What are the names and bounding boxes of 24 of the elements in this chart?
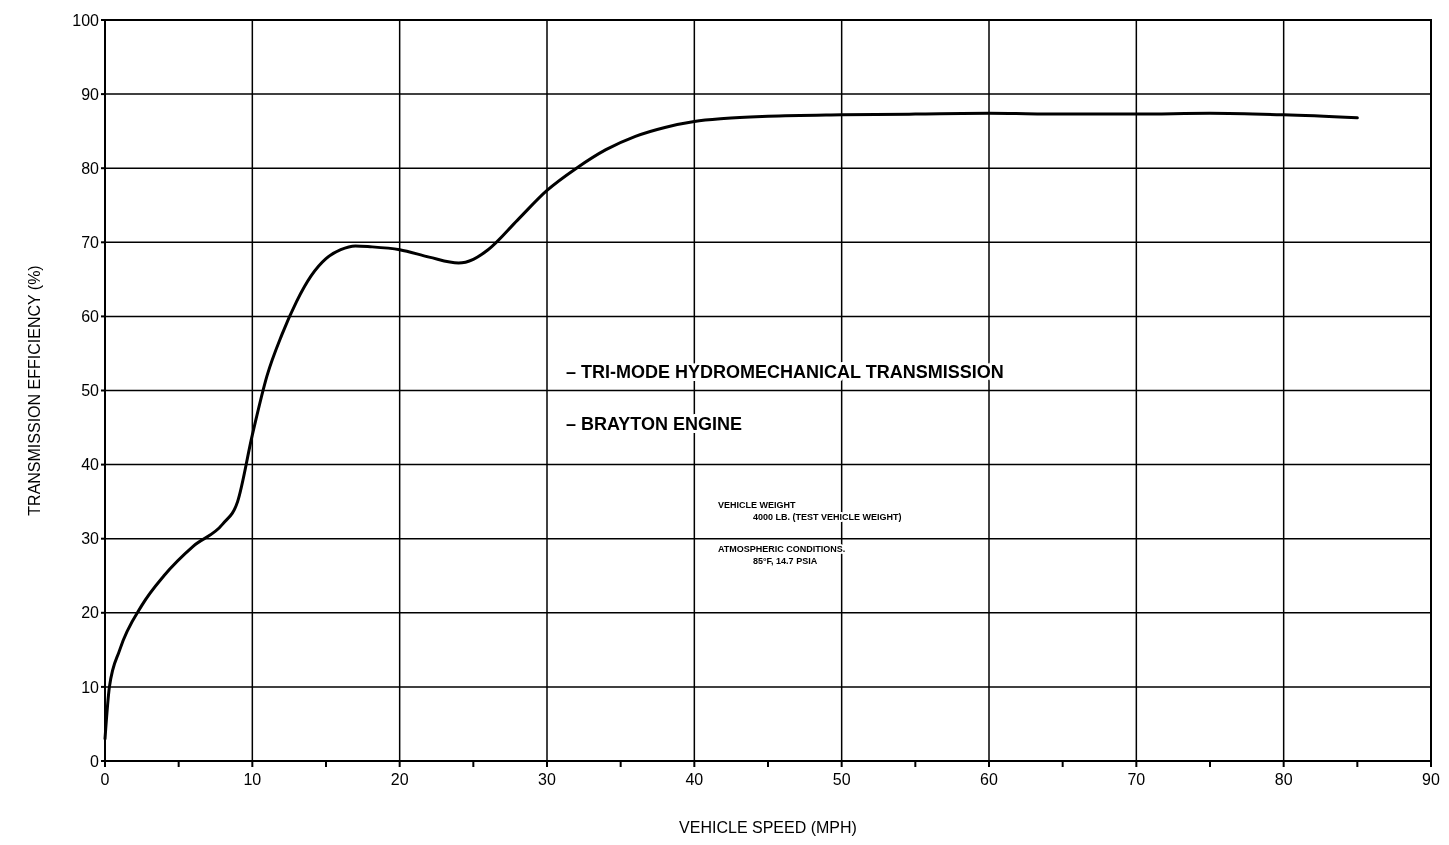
y-tick-label: 100 <box>72 11 100 29</box>
y-tick-label: 70 <box>81 233 100 251</box>
y-tick-label: 10 <box>81 678 100 696</box>
y-tick-label: 0 <box>90 752 100 770</box>
y-tick-label: 20 <box>81 604 100 622</box>
x-tick-label: 10 <box>243 771 262 788</box>
annotation: 85°F, 14.7 PSIA <box>753 556 818 566</box>
x-tick-label: 70 <box>1127 771 1146 788</box>
x-tick-label: 20 <box>390 771 409 788</box>
x-tick-label: 40 <box>685 771 704 788</box>
y-tick-label: 80 <box>81 159 100 177</box>
y-axis-title: TRANSMISSION EFFICIENCY (%) <box>26 265 43 516</box>
y-tick-label: 90 <box>81 85 100 103</box>
x-tick-label: 50 <box>832 771 851 788</box>
y-tick-label: 40 <box>81 456 100 474</box>
y-tick-label: 60 <box>81 308 100 325</box>
x-tick-label: 30 <box>538 771 556 788</box>
x-tick-label: 60 <box>980 771 998 788</box>
x-tick-label: 90 <box>1422 771 1440 788</box>
x-axis-title: VEHICLE SPEED (MPH) <box>679 819 857 836</box>
annotation: VEHICLE WEIGHT <box>718 500 796 510</box>
y-tick-label: 50 <box>81 382 100 400</box>
y-tick-label: 30 <box>81 530 100 548</box>
x-tick-label: 80 <box>1274 771 1293 788</box>
